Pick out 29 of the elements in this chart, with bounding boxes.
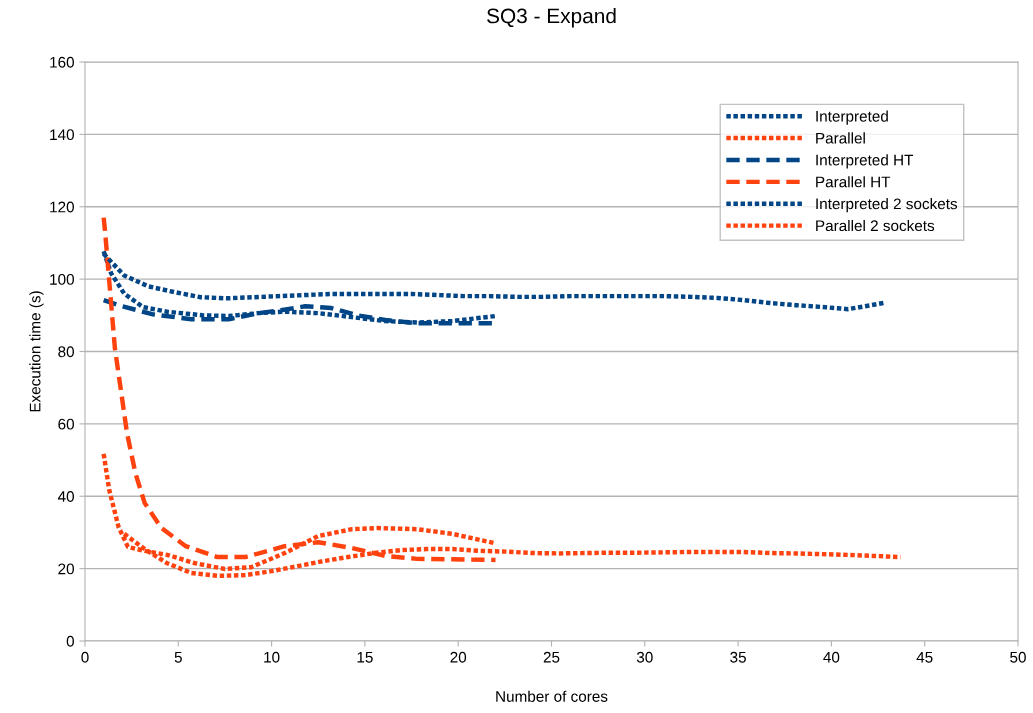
legend-label: Interpreted (816, 110, 888, 125)
x-tick-label: 50 (1010, 651, 1026, 663)
y-tick-label: 100 (50, 273, 74, 285)
y-tick-label: 140 (50, 129, 74, 141)
chart-title: SQ3 - Expand (487, 8, 616, 28)
y-tick-label: 80 (58, 346, 74, 358)
legend-label: Parallel HT (816, 176, 891, 188)
legend-label: Parallel (816, 132, 865, 144)
legend-label: Parallel 2 sockets (816, 219, 935, 232)
x-tick-label: 0 (81, 651, 89, 663)
x-tick-label: 15 (357, 651, 373, 663)
y-tick-label: 40 (57, 491, 74, 502)
x-tick-label: 10 (264, 651, 280, 663)
x-tick-label: 45 (916, 651, 933, 663)
x-tick-label: 35 (730, 651, 746, 663)
y-tick-label: 120 (50, 201, 74, 213)
legend-label: Interpreted HT (816, 154, 914, 169)
x-tick-label: 20 (450, 651, 467, 663)
y-axis-title: Execution time (s) (29, 291, 44, 412)
y-tick-label: 60 (58, 418, 74, 430)
x-tick-label: 30 (636, 651, 653, 663)
x-tick-label: 25 (543, 651, 560, 663)
x-tick-label: 40 (823, 651, 840, 663)
y-tick-label: 20 (58, 563, 74, 575)
y-tick-label: 0 (66, 635, 74, 647)
x-tick-label: 5 (174, 651, 182, 663)
legend-label: Interpreted 2 sockets (816, 198, 958, 213)
y-tick-label: 160 (50, 56, 74, 68)
x-axis-title: Number of cores (496, 690, 608, 702)
